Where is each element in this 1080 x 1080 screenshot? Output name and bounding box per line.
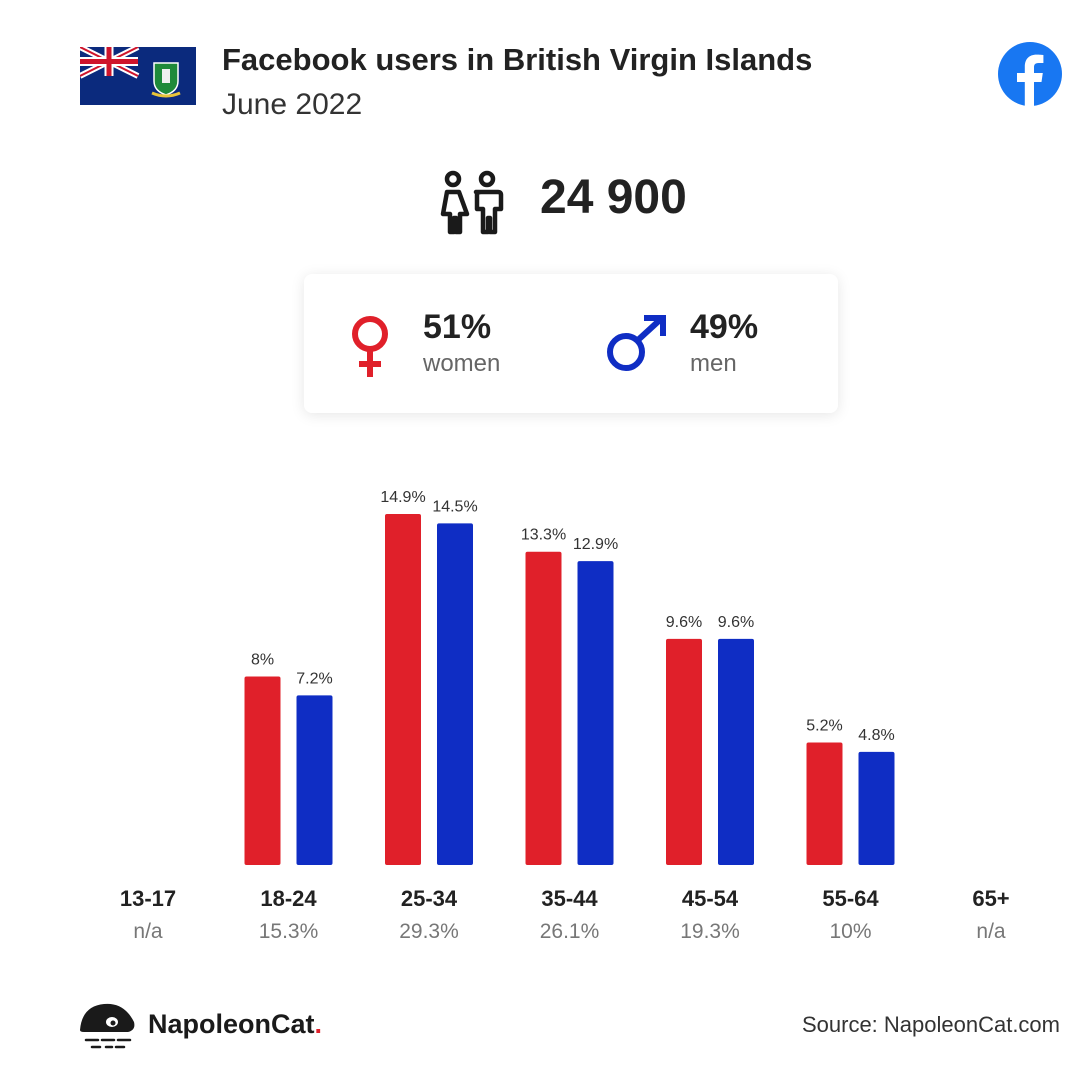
bar-women-55-64 <box>806 742 843 865</box>
category-label: 65+ <box>972 886 1009 911</box>
category-label: 13-17 <box>120 886 176 911</box>
women-percentage: 51% <box>423 308 492 346</box>
data-label: 7.2% <box>296 670 332 687</box>
brand-dot: . <box>314 1009 323 1039</box>
women-label: women <box>423 350 501 377</box>
data-label: 5.2% <box>806 718 842 735</box>
data-label: 9.6% <box>666 614 702 631</box>
gender-split-card: 51% women 49% men <box>304 274 838 413</box>
data-label: 8% <box>251 652 274 669</box>
page-title: Facebook users in British Virgin Islands <box>222 42 813 77</box>
category-total: n/a <box>976 920 1006 943</box>
bar-men-35-44 <box>577 561 614 865</box>
data-label: 9.6% <box>718 614 754 631</box>
data-label: 12.9% <box>573 536 618 553</box>
facebook-logo-icon <box>998 42 1062 106</box>
data-label: 14.9% <box>380 489 425 506</box>
source-credit: Source: NapoleonCat.com <box>801 1012 1060 1037</box>
category-total: 19.3% <box>680 920 740 943</box>
bar-women-45-54 <box>666 638 702 865</box>
category-label: 55-64 <box>822 886 879 911</box>
page-subtitle: June 2022 <box>222 88 363 121</box>
napoleoncat-brand: NapoleonCat. <box>148 1009 322 1040</box>
data-label: 13.3% <box>521 527 566 544</box>
data-label: 4.8% <box>858 727 894 744</box>
category-label: 45-54 <box>682 886 739 911</box>
category-label: 18-24 <box>260 886 317 911</box>
men-percentage: 49% <box>690 308 759 346</box>
category-label: 25-34 <box>401 886 458 911</box>
bar-men-55-64 <box>858 751 895 865</box>
category-total: 10% <box>829 920 871 943</box>
category-total: 29.3% <box>399 920 459 943</box>
napoleoncat-logo-icon <box>80 1003 135 1049</box>
bar-men-18-24 <box>296 695 333 865</box>
data-label: 14.5% <box>432 498 477 515</box>
british-virgin-islands-flag-icon <box>80 47 196 105</box>
people-icon <box>440 170 504 235</box>
male-symbol-icon <box>607 315 666 371</box>
bar-women-35-44 <box>525 551 562 865</box>
age-gender-bar-chart: 13-17 n/a 8% 7.2% 18-24 15.3% 14.9% 14.5% 25-34 2… <box>120 489 1010 943</box>
category-total: 15.3% <box>259 920 319 943</box>
bar-men-45-54 <box>718 638 754 865</box>
bar-women-18-24 <box>244 676 281 865</box>
total-users: 24 900 <box>540 171 687 224</box>
bar-women-25-34 <box>385 514 421 865</box>
female-symbol-icon <box>352 316 388 377</box>
men-label: men <box>690 350 737 377</box>
bar-men-25-34 <box>437 523 473 865</box>
category-total: n/a <box>133 920 163 943</box>
category-label: 35-44 <box>541 886 598 911</box>
category-total: 26.1% <box>540 920 600 943</box>
brand-name: NapoleonCat <box>148 1009 315 1039</box>
